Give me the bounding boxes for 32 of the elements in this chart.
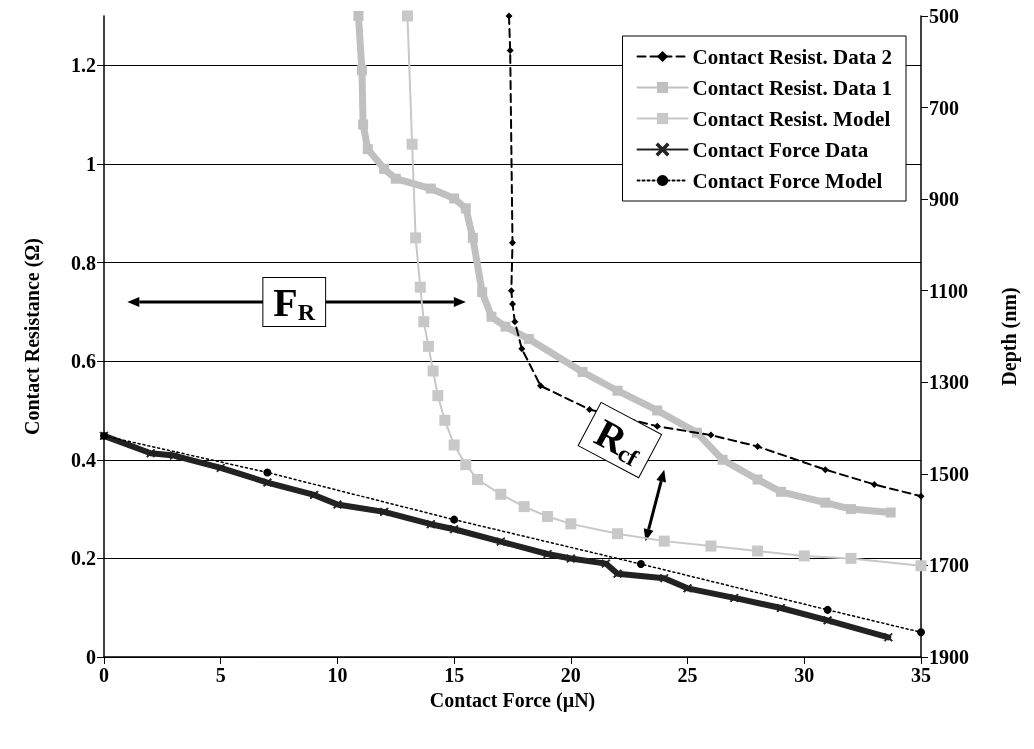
x-tick-label: 15 bbox=[444, 664, 465, 686]
y2-tick-label: 1500 bbox=[929, 462, 969, 485]
x-tick-label: 30 bbox=[794, 664, 815, 686]
legend-label: Contact Resist. Data 1 bbox=[692, 75, 893, 100]
y2-tick-label: 700 bbox=[929, 96, 959, 119]
y2-tick-label: 900 bbox=[929, 188, 959, 211]
x-tick-label: 5 bbox=[215, 664, 226, 686]
legend-label: Contact Force Model bbox=[692, 168, 883, 193]
y2-tick-label: 1300 bbox=[929, 371, 969, 394]
x-tick-label: 35 bbox=[911, 664, 931, 686]
y2-tick-label: 500 bbox=[929, 5, 959, 27]
y-axis-title: Contact Resistance (Ω) bbox=[21, 237, 44, 436]
y-tick-label: 0.4 bbox=[71, 448, 96, 471]
x-tick-label: 20 bbox=[560, 664, 581, 686]
y-tick-label: 0.6 bbox=[71, 350, 96, 373]
x-tick-label: 25 bbox=[677, 664, 698, 686]
annotation: Rcf bbox=[587, 409, 644, 472]
y-tick-label: 0.8 bbox=[71, 251, 96, 274]
y-tick-label: 1.2 bbox=[71, 54, 96, 77]
x-tick-label: 10 bbox=[327, 664, 348, 686]
y2-tick-label: 1700 bbox=[929, 554, 969, 577]
annotation: FR bbox=[273, 280, 316, 326]
x-axis-title: Contact Force (µN) bbox=[429, 688, 596, 712]
y-tick-label: 0 bbox=[86, 646, 96, 668]
y-tick-label: 0.2 bbox=[71, 547, 96, 570]
y2-tick-label: 1100 bbox=[929, 279, 968, 302]
legend-label: Contact Resist. Data 2 bbox=[692, 44, 893, 69]
y-tick-label: 1 bbox=[86, 152, 96, 175]
y2-tick-label: 1900 bbox=[929, 646, 969, 668]
y2-axis-title: Depth (nm) bbox=[998, 287, 1021, 386]
legend-label: Contact Force Data bbox=[692, 137, 869, 162]
legend-label: Contact Resist. Model bbox=[692, 106, 891, 131]
